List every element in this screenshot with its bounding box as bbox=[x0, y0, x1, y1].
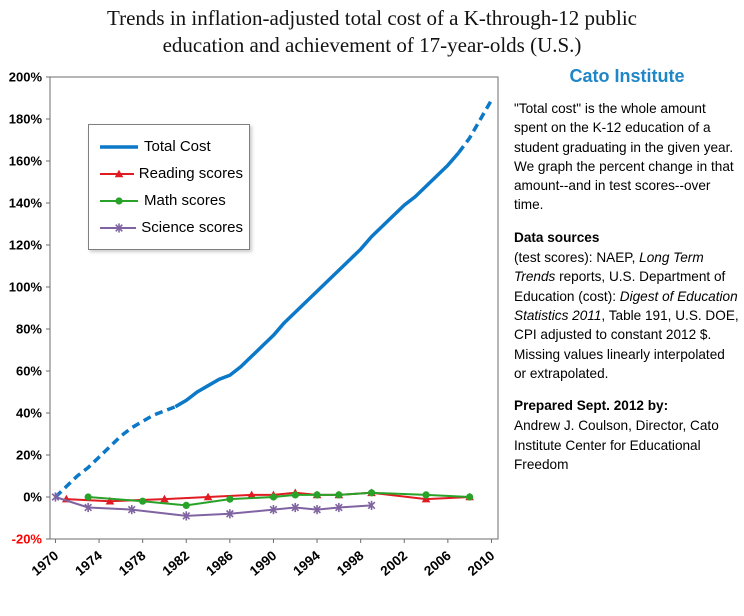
legend-label: Total Cost bbox=[144, 138, 211, 155]
sidebar-text-part: (test scores): NAEP, bbox=[514, 250, 640, 266]
y-tick-label: 160% bbox=[9, 154, 43, 169]
y-tick-label: 0% bbox=[23, 490, 42, 505]
y-tick-label: 80% bbox=[16, 322, 42, 337]
y-axis: 200% 180% 160% 140% 120% 100% 80% 60% 40% 20% 0% -2… bbox=[9, 70, 50, 547]
sidebar-text: "Total cost" is the whole amount spent o… bbox=[514, 99, 740, 474]
sidebar-paragraph: "Total cost" is the whole amount spent o… bbox=[514, 99, 740, 215]
y-tick-label: -20% bbox=[12, 532, 43, 547]
legend-label: Reading scores bbox=[138, 165, 243, 182]
cato-institute-heading: Cato Institute bbox=[569, 66, 685, 86]
series-science-scores bbox=[51, 492, 376, 521]
sidebar-text-part: Prepared Sept. 2012 by: bbox=[514, 398, 669, 414]
chart-title-line2: education and achievement of 17-year-old… bbox=[162, 33, 582, 57]
chart-legend: Total Cost Reading scores Math scores Scien… bbox=[88, 124, 250, 250]
y-tick-label: 180% bbox=[9, 112, 43, 127]
series-total-cost bbox=[54, 99, 493, 499]
legend-label: Science scores bbox=[141, 219, 243, 236]
x-tick-label: 1974 bbox=[72, 548, 105, 579]
sidebar-text-part: Long Term Trends bbox=[514, 250, 704, 285]
sidebar-text-part: reports, U.S. Department of Education (c… bbox=[514, 269, 726, 304]
legend-item-science-scores: Science scores bbox=[99, 214, 243, 241]
x-tick-label: 1990 bbox=[247, 548, 280, 579]
y-tick-label: 20% bbox=[16, 448, 42, 463]
sidebar-paragraph: Data sources bbox=[514, 228, 740, 247]
sidebar-paragraph: Prepared Sept. 2012 by: bbox=[514, 396, 740, 415]
y-tick-label: 40% bbox=[16, 406, 42, 421]
x-tick-label: 1970 bbox=[29, 548, 62, 579]
y-tick-label: 200% bbox=[9, 70, 43, 85]
y-tick-label: 60% bbox=[16, 364, 42, 379]
sidebar: Cato Institute "Total cost" is the whole… bbox=[514, 66, 740, 487]
x-tick-label: 1982 bbox=[160, 548, 193, 579]
legend-sample-math-scores bbox=[100, 196, 138, 205]
sidebar-text-part: , Table 191, U.S. DOE, CPI adjusted to c… bbox=[514, 307, 739, 381]
sidebar-paragraph: Andrew J. Coulson, Director, Cato Instit… bbox=[514, 416, 740, 474]
chart-plot: 200% 180% 160% 140% 120% 100% 80% 60% 40% 20% 0% -2… bbox=[9, 70, 499, 579]
x-tick-label: 2006 bbox=[421, 548, 454, 579]
chart-title-line1: Trends in inflation-adjusted total cost … bbox=[107, 6, 637, 30]
x-tick-label: 2002 bbox=[378, 548, 411, 579]
series-math-scores bbox=[84, 489, 474, 509]
x-tick-label: 1998 bbox=[334, 548, 367, 579]
legend-item-reading-scores: Reading scores bbox=[99, 160, 243, 187]
y-tick-label: 120% bbox=[9, 238, 43, 253]
legend-label: Math scores bbox=[144, 192, 226, 209]
x-tick-label: 1978 bbox=[116, 548, 149, 579]
legend-sample-reading-scores bbox=[100, 169, 134, 177]
sidebar-text-part: "Total cost" is the whole amount spent o… bbox=[514, 101, 734, 213]
x-tick-label: 1994 bbox=[290, 548, 323, 579]
legend-sample-total-cost bbox=[100, 144, 138, 149]
sidebar-paragraph: (test scores): NAEP, Long Term Trends re… bbox=[514, 248, 740, 383]
sidebar-text-part: Andrew J. Coulson, Director, Cato Instit… bbox=[514, 418, 719, 473]
legend-item-math-scores: Math scores bbox=[99, 187, 243, 214]
y-tick-label: 100% bbox=[9, 280, 43, 295]
chart-area: 200% 180% 160% 140% 120% 100% 80% 60% 40% 20% 0% -2… bbox=[2, 60, 510, 616]
x-axis: 1970 1974 1978 1982 1986 1990 1994 1998 2002 2006… bbox=[29, 539, 498, 579]
x-tick-label: 2010 bbox=[465, 548, 498, 579]
y-tick-label: 140% bbox=[9, 196, 43, 211]
x-tick-label: 1986 bbox=[203, 548, 236, 579]
chart-title: Trends in inflation-adjusted total cost … bbox=[0, 5, 744, 59]
legend-sample-science-scores bbox=[100, 222, 137, 233]
legend-item-total-cost: Total Cost bbox=[99, 133, 243, 160]
sidebar-text-part: Data sources bbox=[514, 229, 600, 245]
sidebar-text-part: Digest of Education Statistics 2011 bbox=[514, 288, 738, 323]
